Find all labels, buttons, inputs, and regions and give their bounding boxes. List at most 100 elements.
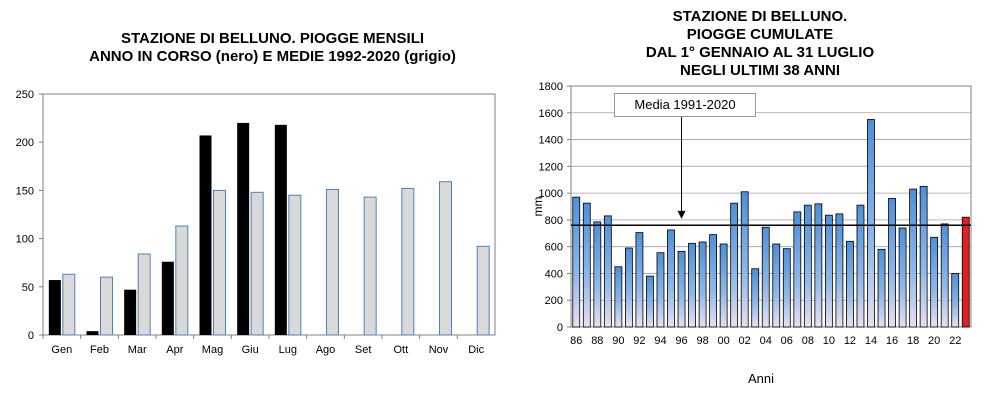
bar-cumulative-2012 — [846, 240, 854, 328]
x-tick-label: Ott — [393, 344, 408, 356]
callout-arrowhead — [677, 210, 686, 219]
bar-cumulative-1994 — [656, 252, 665, 328]
x-tick-label: 18 — [907, 335, 919, 347]
x-tick-label: 22 — [949, 335, 961, 347]
y-tick-label: 600 — [545, 242, 563, 254]
bar-cumulative-1987 — [582, 202, 591, 328]
bar-cumulative-2013 — [856, 204, 865, 328]
bar-mean-1992-2020 — [363, 196, 377, 336]
x-tick-label: 04 — [760, 335, 772, 347]
x-tick-label: 16 — [886, 335, 898, 347]
bar-cumulative-2007 — [793, 211, 802, 328]
y-tick-label: 1000 — [539, 188, 563, 200]
bar-mean-1992-2020 — [100, 276, 113, 336]
bar-cumulative-2011 — [835, 213, 844, 328]
bar-cumulative-1998 — [698, 241, 707, 328]
bar-cumulative-2009 — [814, 203, 823, 328]
bar-cumulative-1989 — [603, 215, 612, 328]
bar-cumulative-2010 — [824, 214, 833, 328]
x-tick-label: Apr — [166, 344, 183, 356]
bar-current-year — [161, 261, 174, 335]
y-tick-label: 150 — [16, 185, 34, 197]
chart1-title-line: STAZIONE DI BELLUNO. PIOGGE MENSILI — [120, 30, 425, 47]
chart2-title-line: NEGLI ULTIMI 38 ANNI — [679, 62, 840, 79]
y-tick-label: 1600 — [539, 108, 563, 120]
bar-cumulative-1990 — [614, 266, 623, 328]
y-tick-label: 50 — [22, 282, 34, 294]
bar-cumulative-2016 — [888, 198, 896, 328]
y-tick-label: 0 — [557, 322, 563, 334]
bar-mean-1992-2020 — [175, 225, 189, 336]
bar-cumulative-1995 — [667, 229, 675, 328]
bar-cumulative-2004 — [761, 226, 770, 328]
x-tick-label: 92 — [633, 335, 645, 347]
bar-current-year — [86, 331, 99, 335]
bar-cumulative-1986 — [572, 196, 581, 328]
x-tick-label: 08 — [802, 335, 814, 347]
bar-mean-1992-2020 — [62, 273, 76, 336]
bar-current-year — [124, 289, 137, 335]
y-tick-label: 200 — [545, 295, 563, 307]
y-tick-label: 400 — [545, 268, 563, 280]
x-tick-label: 02 — [739, 335, 751, 347]
x-tick-label: 06 — [781, 335, 793, 347]
x-tick-label: Mag — [202, 344, 223, 356]
chart1-title: STAZIONE DI BELLUNO. PIOGGE MENSILI ANNO… — [50, 30, 495, 66]
x-tick-label: 96 — [675, 335, 687, 347]
x-tick-label: Gen — [51, 344, 72, 356]
x-tick-label: 88 — [591, 335, 603, 347]
x-tick-label: Ago — [316, 344, 336, 356]
bar-cumulative-1992 — [635, 232, 644, 328]
plot-area — [42, 93, 496, 336]
bar-cumulative-2015 — [877, 248, 886, 328]
mean-callout-label: Media 1991-2020 — [614, 93, 756, 117]
bar-cumulative-2000 — [719, 243, 728, 328]
bar-cumulative-2005 — [772, 243, 781, 328]
x-tick-label: Giu — [242, 344, 259, 356]
x-tick-label: 86 — [570, 335, 582, 347]
bar-cumulative-2001 — [730, 202, 739, 328]
chart2-title-line: STAZIONE DI BELLUNO. — [672, 8, 848, 25]
x-tick-label: 00 — [718, 335, 730, 347]
y-tick-label: 1800 — [539, 81, 563, 93]
x-tick-label: Nov — [429, 344, 449, 356]
chart2-title-line: DAL 1° GENNAIO AL 31 LUGLIO — [645, 44, 875, 61]
bar-mean-1992-2020 — [137, 253, 151, 336]
bar-mean-1992-2020 — [439, 181, 452, 336]
bar-mean-1992-2020 — [401, 187, 415, 336]
bar-cumulative-2018 — [909, 188, 918, 328]
bar-mean-1992-2020 — [213, 189, 226, 336]
x-tick-label: Set — [355, 344, 372, 356]
bar-cumulative-2017 — [898, 227, 907, 328]
bar-cumulative-2006 — [782, 248, 791, 328]
x-tick-label: 90 — [612, 335, 624, 347]
x-tick-label: Dic — [468, 344, 484, 356]
chart1-title-line: ANNO IN CORSO (nero) E MEDIE 1992-2020 (… — [89, 48, 456, 65]
x-tick-label: Mar — [128, 344, 147, 356]
y-tick-label: 1400 — [539, 135, 563, 147]
bar-current-year — [237, 122, 250, 335]
x-tick-label: 94 — [654, 335, 666, 347]
bar-current-year — [48, 280, 61, 335]
y-axis-label: mm — [531, 197, 545, 217]
bar-cumulative-2021 — [940, 223, 949, 328]
bar-mean-1992-2020 — [250, 191, 264, 336]
y-tick-label: 200 — [16, 137, 34, 149]
x-tick-label: Feb — [90, 344, 109, 356]
bar-current-year — [274, 124, 287, 336]
bar-cumulative-2002 — [740, 191, 749, 328]
bar-mean-1992-2020 — [288, 194, 302, 336]
y-tick-label: 1200 — [539, 161, 563, 173]
bar-cumulative-2019 — [919, 186, 928, 328]
bar-cumulative-2020 — [930, 236, 939, 328]
y-tick-label: 250 — [16, 89, 34, 101]
chart2-title: STAZIONE DI BELLUNO. PIOGGE CUMULATE DAL… — [560, 8, 960, 80]
bar-cumulative-2023 — [961, 216, 970, 328]
x-axis-label: Anni — [748, 371, 774, 386]
bar-cumulative-1996 — [677, 250, 686, 328]
bar-mean-1992-2020 — [326, 188, 339, 336]
bar-cumulative-2022 — [951, 273, 960, 328]
chart2-title-line: PIOGGE CUMULATE — [686, 26, 834, 43]
bar-current-year — [199, 135, 212, 335]
